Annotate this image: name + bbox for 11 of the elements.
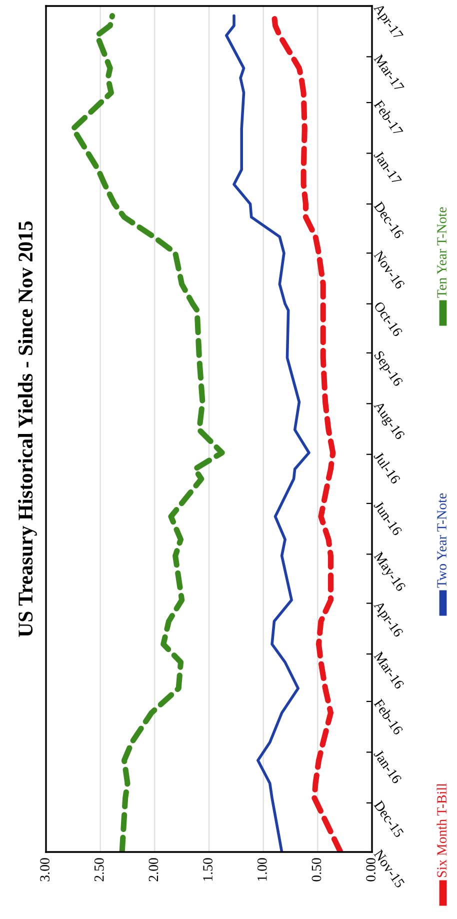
x-tick-label: 2.50 [94,858,104,882]
x-tick-label: 1.00 [257,858,267,881]
x-tick-label: 0.00 [366,858,376,882]
text: Ten Year T-Note [437,207,446,298]
x-tick-label: 2.00 [148,858,158,882]
x-tick-label: 3.00 [40,858,50,882]
x-tick-label: 0.50 [312,858,322,882]
x-tick-label: 1.50 [203,858,213,881]
text: US Treasury Historical Yields - Since Nov 2015 [18,221,37,637]
text: Six Month T-Bill [436,783,446,878]
text: Two Year T-Note [437,493,446,588]
